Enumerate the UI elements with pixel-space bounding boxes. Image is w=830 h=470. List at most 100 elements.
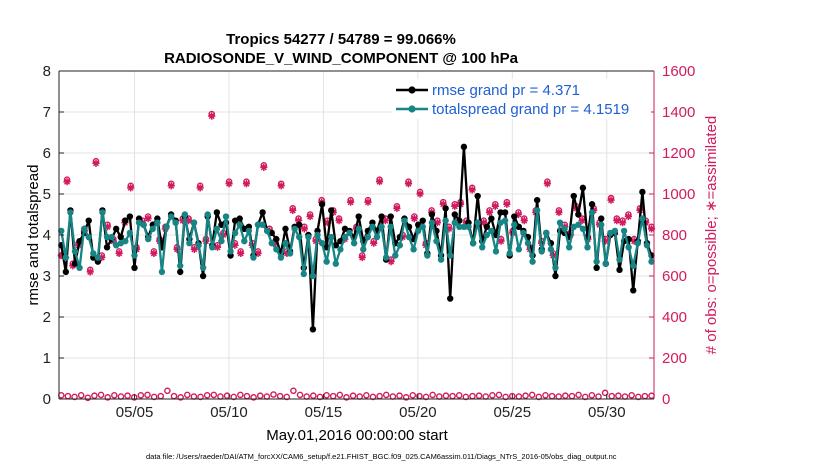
series-point	[593, 264, 600, 271]
series-point	[382, 254, 390, 261]
obs-marker-assimilated	[208, 112, 216, 120]
series-point	[222, 213, 230, 220]
obs-marker-possible	[270, 391, 277, 398]
series-point	[58, 227, 65, 235]
obs-marker-possible	[615, 392, 622, 400]
y-right-tick-label: 800	[662, 227, 687, 244]
series-point	[648, 258, 655, 265]
series-point	[501, 217, 509, 224]
y-left-tick-label: 6	[43, 145, 51, 162]
series-point	[218, 237, 225, 245]
series-point	[543, 229, 550, 237]
obs-marker-possible	[137, 392, 145, 399]
obs-marker-possible	[422, 393, 430, 401]
y-right-tick-label: 0	[662, 391, 670, 408]
obs-marker-assimilated	[439, 200, 447, 208]
obs-marker-possible	[502, 393, 509, 401]
series-point	[291, 225, 298, 233]
legend-rmse-label: rmse grand pr = 4.371	[432, 82, 580, 99]
y-left-tick-label: 4	[43, 227, 51, 244]
series-point	[630, 262, 637, 269]
obs-marker-assimilated	[294, 217, 303, 225]
obs-marker-assimilated	[271, 239, 279, 247]
chart-title-line2: RADIOSONDE_V_WIND_COMPONENT @ 100 hPa	[164, 50, 519, 67]
series-point	[483, 223, 491, 230]
series-point	[565, 244, 573, 251]
obs-marker-assimilated	[347, 198, 355, 206]
obs-marker-possible	[429, 391, 436, 399]
series-point	[579, 184, 587, 192]
series-point	[639, 188, 646, 196]
obs-marker-assimilated	[335, 217, 343, 225]
series-point	[131, 264, 138, 271]
series-point	[433, 237, 440, 245]
obs-marker-assimilated	[86, 268, 94, 276]
chart-title-line1: Tropics 54277 / 54789 = 99.066%	[226, 31, 456, 48]
obs-marker-assimilated	[115, 249, 123, 258]
series-point	[126, 229, 134, 237]
legend-spread: totalspread grand pr = 4.1519	[396, 101, 629, 118]
series-point	[350, 240, 358, 247]
obs-marker-possible	[183, 391, 191, 399]
obs-marker-possible	[111, 392, 118, 399]
obs-marker-possible	[588, 392, 596, 399]
obs-marker-assimilated	[289, 206, 297, 214]
obs-marker-possible	[409, 392, 417, 399]
obs-marker-assimilated	[451, 202, 459, 210]
obs-marker-assimilated	[543, 180, 551, 188]
obs-marker-assimilated	[231, 241, 239, 249]
obs-marker-assimilated	[381, 217, 389, 225]
x-axis-label: May.01,2016 00:00:00 start	[266, 427, 448, 444]
series-point	[355, 225, 362, 233]
series-point	[611, 227, 619, 235]
series-point	[76, 264, 83, 271]
series-point	[318, 240, 326, 247]
series-point	[126, 213, 134, 220]
obs-marker-possible	[197, 393, 204, 401]
series-point	[112, 225, 120, 233]
y-left-tick-label: 0	[43, 391, 51, 408]
obs-marker-possible	[210, 391, 218, 399]
obs-marker-assimilated	[375, 178, 384, 186]
y-axis-left-label: rmse and totalspread	[25, 165, 42, 306]
y-right-tick-label: 400	[662, 309, 687, 326]
obs-marker-possible	[91, 392, 98, 400]
series-point	[533, 196, 541, 204]
obs-marker-assimilated	[619, 219, 627, 227]
obs-marker-possible	[296, 391, 304, 399]
series-point	[556, 219, 564, 226]
series-point	[172, 219, 179, 226]
series-point	[245, 227, 253, 235]
series-point	[282, 225, 289, 233]
obs-marker-assimilated	[647, 225, 656, 233]
y-left-tick-label: 2	[43, 309, 51, 326]
series-point	[588, 201, 596, 208]
obs-marker-possible	[164, 387, 171, 395]
series-point	[296, 233, 303, 241]
series-point	[305, 233, 312, 241]
obs-marker-assimilated	[92, 159, 100, 167]
series-point	[392, 252, 399, 259]
series-point	[273, 246, 280, 253]
series-point	[117, 233, 124, 241]
obs-marker-assimilated	[254, 249, 262, 258]
series-point	[286, 250, 294, 257]
series-point	[103, 233, 111, 241]
series-point	[387, 213, 394, 220]
y-axis-right-label: # of obs: o=possible; ∗=assimilated	[703, 116, 720, 355]
series-point	[103, 244, 111, 251]
obs-marker-assimilated	[624, 212, 632, 221]
series-point	[630, 287, 637, 294]
obs-marker-possible	[256, 392, 264, 400]
legend-rmse: rmse grand pr = 4.371	[396, 82, 580, 99]
series-point	[195, 242, 202, 249]
obs-marker-assimilated	[242, 180, 251, 188]
obs-marker-possible	[237, 391, 244, 399]
obs-marker-possible	[369, 393, 377, 401]
series-point	[579, 225, 587, 233]
series-point	[122, 237, 129, 245]
series-point	[94, 254, 102, 261]
obs-marker-assimilated	[103, 223, 112, 231]
series-point	[428, 219, 436, 226]
